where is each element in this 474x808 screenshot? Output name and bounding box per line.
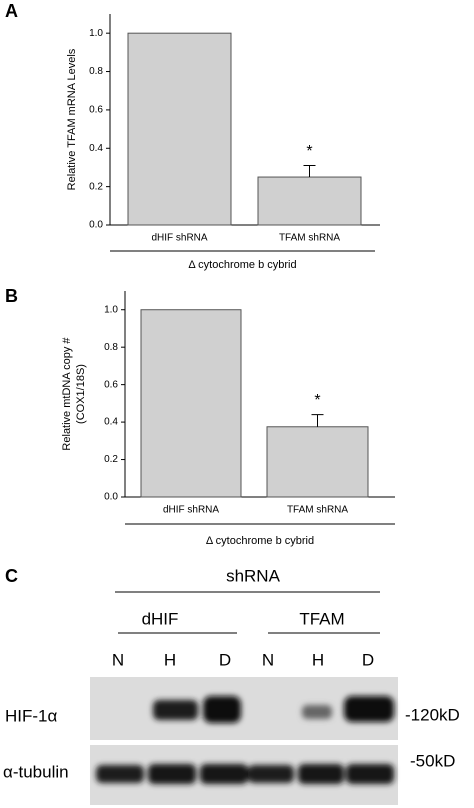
y-axis-label: Relative TFAM mRNA Levels: [66, 48, 78, 190]
panel-label: B: [5, 286, 18, 306]
y-tick-label: 0.2: [104, 454, 118, 465]
x-tick-label: dHIF shRNA: [151, 233, 207, 244]
size-label: -50kD: [410, 751, 455, 770]
y-tick-label: 0.6: [89, 105, 103, 116]
y-tick-label: 0.6: [104, 379, 118, 390]
blot-header: shRNA: [226, 566, 281, 585]
error-bar: [311, 414, 324, 427]
lane-label: D: [362, 650, 374, 669]
annotation: *: [306, 143, 312, 160]
size-label: -120kD: [405, 705, 460, 724]
lane-label: D: [219, 650, 231, 669]
lane-label: H: [164, 650, 176, 669]
y-tick-label: 0.4: [89, 143, 103, 154]
x-tick-label: dHIF shRNA: [163, 505, 219, 516]
blot-bands: [153, 696, 394, 723]
x-tick-label: TFAM shRNA: [279, 233, 340, 244]
lane-label: N: [112, 650, 124, 669]
group-label: TFAM: [299, 609, 344, 628]
y-tick-label: 1.0: [104, 304, 118, 315]
group-label: Δ cytochrome b cybrid: [188, 259, 296, 271]
panel-label: A: [5, 1, 18, 21]
y-tick-label: 0.4: [104, 417, 118, 428]
y-tick-label: 0.2: [89, 181, 103, 192]
row-label: α-tubulin: [3, 762, 69, 781]
bar: [140, 309, 242, 498]
y-tick-label: 0.8: [104, 342, 118, 353]
group-label: Δ cytochrome b cybrid: [206, 535, 314, 547]
bar: [127, 32, 232, 226]
y-axis-label: (COX1/18S): [75, 364, 87, 424]
lane-label: N: [262, 650, 274, 669]
y-tick-label: 0.8: [89, 66, 103, 77]
x-tick-label: TFAM shRNA: [287, 505, 348, 516]
lane-label: H: [312, 650, 324, 669]
bar: [257, 176, 362, 226]
y-tick-label: 1.0: [89, 28, 103, 39]
y-tick-label: 0.0: [104, 492, 118, 503]
y-tick-label: 0.0: [89, 220, 103, 231]
bar: [266, 426, 369, 498]
error-bar: [303, 165, 316, 178]
annotation: *: [314, 392, 320, 409]
panel-label: C: [5, 566, 18, 586]
blot-bands: [96, 764, 394, 784]
row-label: HIF-1α: [5, 706, 58, 725]
y-axis-label: Relative mtDNA copy #: [61, 337, 73, 451]
group-label: dHIF: [142, 609, 179, 628]
